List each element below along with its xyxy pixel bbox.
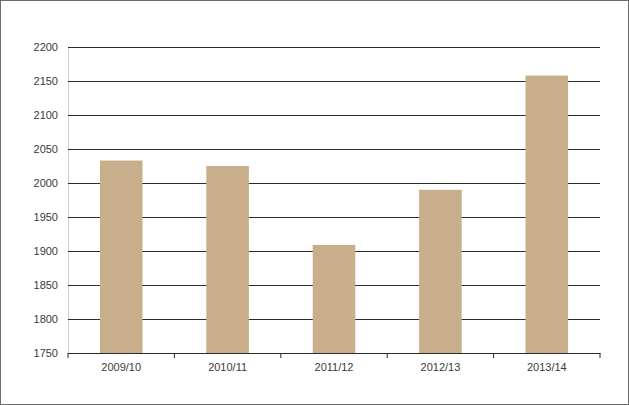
y-tick-label: 2200 [34,41,58,53]
category-separator [387,353,388,358]
x-axis-line [69,353,601,354]
category-separator [174,353,175,358]
x-tick: 2009/10 [101,353,141,373]
x-tick-label: 2013/14 [527,361,567,373]
y-axis-line [68,48,69,354]
grid-line [68,353,600,354]
bar [206,166,249,353]
x-tick: 2011/12 [315,353,354,373]
x-axis: 2009/10 2010/11 2011/12 2012/13 2013/14 [69,353,601,373]
y-tick-label: 1850 [34,279,58,291]
x-tick-label: 2010/11 [208,361,247,373]
y-tick-label: 1800 [34,313,58,325]
category-separator [280,353,281,358]
grid-line [68,81,600,82]
y-tick-label: 1750 [34,347,58,359]
x-tick: 2013/14 [527,353,567,373]
y-tick: 2050 [34,143,600,155]
y-tick: 2100 [34,109,600,121]
x-tick-label: 2009/10 [101,361,141,373]
chart: 1750 1800 1850 1900 1950 2000 2050 2100 2150 2200… [0,0,629,405]
y-tick: 2150 [34,75,600,87]
grid-line [68,115,600,116]
grid-line [68,217,600,218]
grid-line [68,183,600,184]
y-tick-label: 1900 [34,245,58,257]
bar [313,245,356,353]
x-tick: 2010/11 [208,353,247,373]
bar [526,76,569,353]
bars [100,76,568,353]
category-separator [493,353,494,358]
x-tick-label: 2011/12 [315,361,354,373]
y-tick-label: 2150 [34,75,58,87]
y-tick-label: 2050 [34,143,58,155]
bar [100,161,143,353]
grid-line [68,149,600,150]
y-axis: 1750 1800 1850 1900 1950 2000 2050 2100 2150 2200 [34,41,600,359]
x-tick-label: 2012/13 [421,361,461,373]
y-tick-label: 2000 [34,177,58,189]
y-tick-label: 2100 [34,109,58,121]
x-tick: 2012/13 [421,353,461,373]
bar [419,190,462,353]
y-tick: 2200 [34,41,600,53]
y-tick-label: 1950 [34,211,58,223]
category-separator [600,353,601,358]
category-separators [68,353,600,358]
grid-line [68,47,600,48]
plot: 1750 1800 1850 1900 1950 2000 2050 2100 2150 2200… [34,41,601,373]
frame [1,1,629,405]
category-separator [68,353,69,358]
